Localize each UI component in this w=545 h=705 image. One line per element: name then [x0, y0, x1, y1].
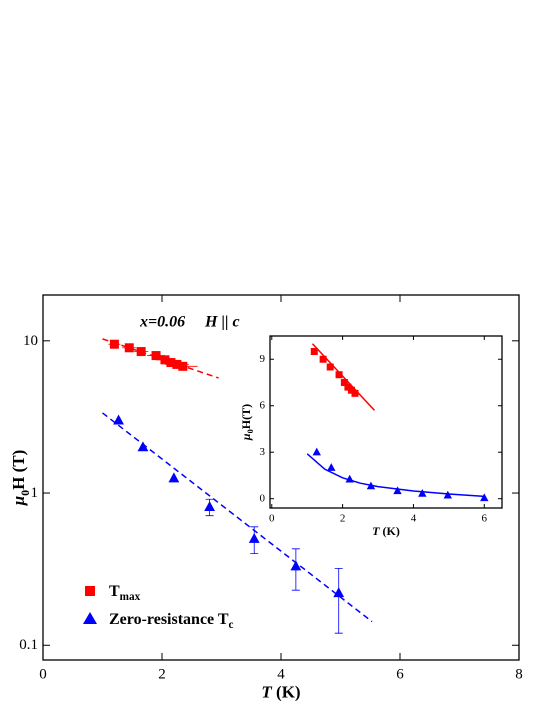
text-part: μ — [239, 433, 253, 441]
legend-marker — [85, 586, 95, 596]
y-tick-label: 3 — [260, 446, 266, 458]
x-tick-label: 8 — [515, 666, 523, 682]
data-point — [333, 587, 345, 598]
data-point — [347, 386, 355, 394]
text-part: 0 — [18, 490, 32, 496]
text-part: H(T) — [239, 404, 253, 429]
data-point — [204, 501, 215, 512]
text-part: T — [109, 583, 120, 600]
data-point — [418, 489, 427, 497]
y-tick-label: 9 — [260, 353, 266, 365]
data-point — [172, 359, 182, 369]
text-part: Zero-resistance T — [109, 611, 229, 628]
y-tick-label: 6 — [260, 400, 266, 412]
data-point — [151, 351, 161, 361]
fit-line — [102, 412, 373, 623]
data-point — [166, 358, 176, 368]
data-point — [124, 343, 134, 353]
text-part: (K) — [272, 682, 301, 701]
data-point — [290, 560, 302, 571]
y-axis-label: μ0H (T) — [9, 450, 33, 507]
x-tick-label: 6 — [482, 512, 488, 524]
text-part: T — [261, 682, 272, 701]
data-point — [248, 533, 260, 543]
y-tick-label: 0 — [260, 493, 266, 505]
x-tick-label: 0 — [269, 512, 275, 524]
x-tick-label: 2 — [340, 512, 346, 524]
data-point — [443, 490, 453, 499]
data-point — [319, 355, 327, 363]
text-part: H (T) — [9, 450, 28, 490]
data-point — [310, 347, 318, 355]
data-point — [335, 371, 343, 379]
data-point — [160, 355, 170, 365]
text-part: max — [120, 591, 141, 603]
x-tick-label: 6 — [396, 666, 404, 682]
data-point — [480, 493, 489, 502]
data-point — [344, 383, 352, 391]
text-part: T — [372, 524, 380, 538]
legend-label: Zero-resistance Tc — [109, 611, 234, 632]
text-part: c — [229, 619, 234, 631]
text-part: (K) — [380, 524, 400, 538]
y-tick-label: 10 — [23, 333, 38, 349]
data-point — [326, 363, 334, 371]
x-tick-label: 0 — [39, 666, 47, 682]
data-point — [136, 347, 146, 357]
x-tick-label: 2 — [158, 666, 166, 682]
y-tick-label: 1 — [31, 485, 39, 501]
data-point — [393, 486, 402, 495]
x-axis-label: T (K) — [261, 682, 300, 701]
x-tick-label: 4 — [411, 512, 417, 524]
plot-frame — [269, 335, 503, 509]
data-point — [351, 389, 359, 397]
text-part: 0 — [246, 429, 255, 433]
data-point — [312, 447, 321, 456]
fit-line — [311, 343, 376, 411]
x-axis-label: T (K) — [372, 524, 400, 538]
data-point — [137, 441, 149, 452]
text-part: μ — [9, 496, 28, 506]
data-point — [345, 474, 354, 483]
y-tick-label: 0.1 — [19, 637, 38, 653]
data-point — [178, 361, 188, 371]
data-point — [113, 414, 124, 425]
y-error-bar — [334, 567, 343, 634]
data-point — [327, 463, 336, 471]
x-tick-label: 4 — [277, 666, 285, 682]
data-point — [168, 472, 180, 483]
y-axis-label: μ0H(T) — [239, 404, 255, 441]
annotation: H || c — [204, 314, 240, 331]
legend-label: Tmax — [109, 583, 141, 604]
data-point — [366, 481, 376, 490]
data-point — [340, 378, 348, 386]
data-point — [109, 339, 119, 349]
annotation: x=0.06 — [139, 314, 185, 331]
legend-marker — [83, 612, 97, 624]
